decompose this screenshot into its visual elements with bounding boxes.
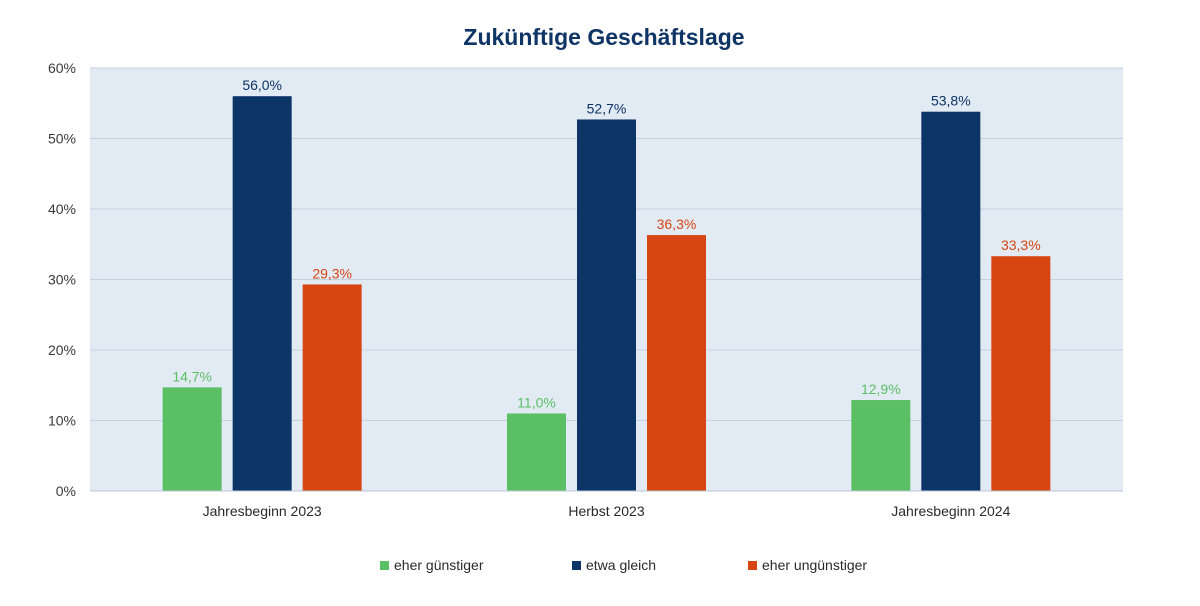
y-tick-label: 40% (48, 201, 76, 217)
bar (921, 111, 981, 492)
legend-label: etwa gleich (586, 557, 656, 573)
data-label: 56,0% (242, 77, 282, 93)
x-tick-label: Herbst 2023 (568, 503, 644, 519)
legend-swatch (380, 561, 389, 570)
bar (507, 413, 566, 491)
x-tick-label: Jahresbeginn 2023 (203, 503, 322, 519)
bar (162, 387, 222, 491)
y-tick-label: 30% (48, 272, 76, 288)
legend: eher günstiger etwa gleich eher ungünstige… (380, 557, 867, 573)
legend-swatch (572, 561, 581, 570)
legend-label: eher günstiger (394, 557, 484, 573)
data-label: 29,3% (312, 265, 352, 281)
bar (991, 256, 1051, 491)
legend-swatch (748, 561, 757, 570)
y-tick-label: 20% (48, 342, 76, 358)
y-tick-label: 10% (48, 413, 76, 429)
bar (647, 235, 706, 491)
y-tick-label: 60% (48, 60, 76, 76)
data-label: 11,0% (517, 394, 556, 410)
data-label: 33,3% (1001, 237, 1041, 253)
chart-title: Zukünftige Geschäftslage (463, 24, 744, 50)
bar (577, 119, 636, 491)
bar (302, 284, 362, 491)
data-label: 14,7% (172, 368, 212, 384)
data-label: 53,8% (931, 93, 971, 109)
y-tick-label: 50% (48, 131, 76, 147)
x-tick-label: Jahresbeginn 2024 (891, 503, 1010, 519)
plot-area: 0% 10% 20% 30% 40% 50% 60% 14,7% 56,0% 29,3% Jahre… (48, 60, 1123, 519)
y-tick-label: 0% (56, 483, 76, 499)
data-label: 36,3% (657, 216, 697, 232)
data-label: 12,9% (861, 381, 901, 397)
data-label: 52,7% (587, 100, 627, 116)
legend-label: eher ungünstiger (762, 557, 867, 573)
bar (232, 96, 292, 491)
bar (851, 400, 911, 491)
